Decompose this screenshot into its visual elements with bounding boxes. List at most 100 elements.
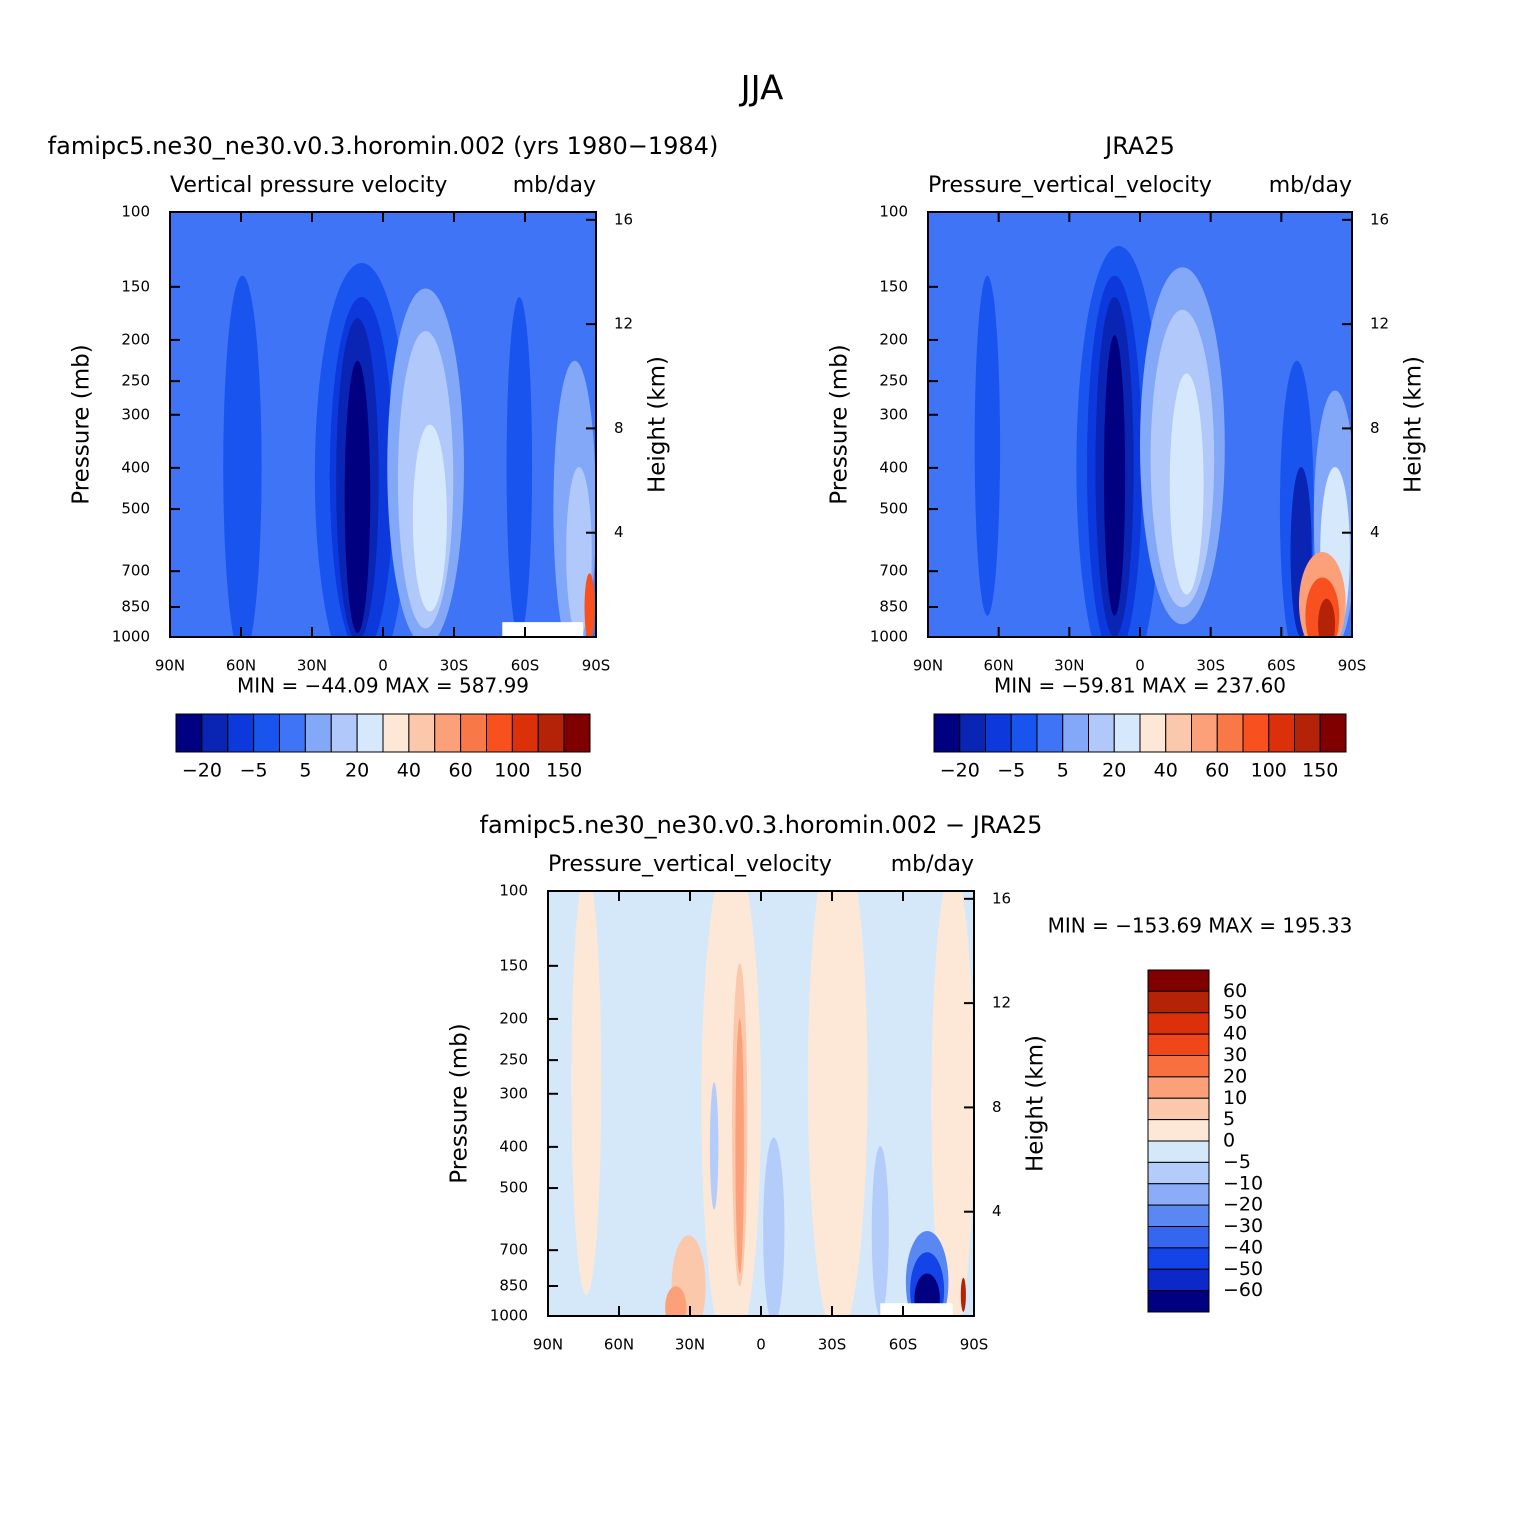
y-tick-label: 300 [879, 405, 908, 423]
colorbar-box [1147, 1247, 1210, 1270]
colorbar-label: −20 [182, 760, 222, 782]
colorbar-label: 60 [1205, 760, 1229, 782]
x-tick-label: 60S [889, 1336, 918, 1354]
y-tick-label: 500 [879, 500, 908, 518]
panel-subtitle: Pressure_vertical_velocity [548, 852, 832, 877]
colorbar-box [356, 713, 384, 753]
y2-tick-label: 8 [992, 1098, 1002, 1116]
colorbar-box [1147, 1119, 1210, 1142]
colorbar-box [511, 713, 539, 753]
colorbar-box [985, 713, 1012, 753]
y2-tick-label: 16 [992, 889, 1011, 907]
y-tick-label: 100 [499, 882, 528, 900]
x-tick-label: 30N [297, 657, 327, 675]
units: mb/day [891, 852, 974, 877]
colorbar-label: 60 [449, 760, 473, 782]
contour-fill [931, 891, 974, 1316]
y-tick-label: 850 [499, 1277, 528, 1295]
colorbar-label: 0 [1223, 1130, 1235, 1152]
x-tick-label: 30N [1054, 657, 1084, 675]
x-tick-label: 90N [913, 657, 943, 675]
y-tick-label: 400 [499, 1137, 528, 1155]
colorbar-box [1147, 1033, 1210, 1056]
y-tick-label: 400 [121, 458, 150, 476]
colorbar-box [1242, 713, 1270, 753]
colorbar-label: 50 [1223, 1001, 1247, 1023]
colorbar-label: −40 [1223, 1236, 1263, 1258]
y2-tick-label: 16 [1370, 210, 1389, 228]
x-tick-label: 90S [1338, 657, 1367, 675]
y-tick-label: 1000 [870, 628, 908, 646]
colorbar-label: 20 [1223, 1065, 1247, 1087]
colorbar-label: −20 [1223, 1194, 1263, 1216]
colorbar-box [1147, 1183, 1210, 1206]
min-max: MIN = −153.69 MAX = 195.33 [1048, 914, 1353, 938]
units: mb/day [1269, 173, 1352, 198]
missing-data [880, 1303, 953, 1316]
colorbar-box [1147, 1226, 1210, 1249]
colorbar-label: −60 [1223, 1279, 1263, 1301]
contour-fill [584, 573, 595, 637]
y-axis-label: Pressure (mb) [447, 1023, 473, 1183]
y2-tick-label: 8 [614, 419, 624, 437]
contour-fill [412, 424, 447, 612]
contour-fill [763, 1137, 785, 1316]
contour-fill [871, 1146, 889, 1316]
panel-subtitle: Vertical pressure velocity [170, 173, 447, 198]
x-tick-label: 90N [155, 657, 185, 675]
colorbar-box [460, 713, 487, 753]
colorbar-box [1036, 713, 1064, 753]
y-tick-label: 250 [499, 1051, 528, 1069]
y-tick-label: 400 [879, 458, 908, 476]
colorbar-label: −50 [1223, 1258, 1263, 1280]
colorbar-label: −5 [997, 760, 1025, 782]
colorbar-label: 150 [1302, 760, 1338, 782]
panel-subtitle: Pressure_vertical_velocity [928, 173, 1212, 198]
x-tick-label: 30S [440, 657, 469, 675]
colorbar-box [563, 713, 591, 753]
colorbar-box [304, 713, 332, 753]
y-tick-label: 150 [121, 277, 150, 295]
contour-fill [701, 891, 761, 1316]
contour-fill [665, 1286, 687, 1316]
y-tick-label: 250 [121, 372, 150, 390]
y-tick-label: 150 [879, 277, 908, 295]
y-tick-label: 300 [499, 1084, 528, 1102]
colorbar-label: 40 [397, 760, 421, 782]
contour-fill [506, 297, 533, 637]
colorbar-box [1139, 713, 1167, 753]
y2-tick-label: 16 [614, 210, 633, 228]
y2-tick-label: 4 [614, 523, 624, 541]
colorbar-box [330, 713, 358, 753]
units: mb/day [513, 173, 596, 198]
colorbar-box [1113, 713, 1141, 753]
y-tick-label: 200 [499, 1009, 528, 1027]
y2-tick-label: 12 [1370, 315, 1389, 333]
colorbar-box [1147, 1161, 1210, 1185]
y-tick-label: 1000 [112, 628, 150, 646]
x-tick-label: 90N [533, 1336, 563, 1354]
colorbar-box [1147, 1204, 1210, 1227]
y-tick-label: 700 [121, 562, 150, 580]
colorbar-box [1062, 713, 1089, 753]
y-tick-label: 500 [121, 500, 150, 518]
contour-fill [223, 275, 262, 637]
y2-tick-label: 12 [992, 994, 1011, 1012]
colorbar-label: 60 [1223, 980, 1247, 1002]
colorbar-label: 5 [1223, 1108, 1235, 1130]
colorbar-box [1147, 1076, 1210, 1099]
colorbar-box [279, 713, 306, 753]
panel-title: JRA25 [1103, 132, 1175, 160]
x-tick-label: 60S [1267, 657, 1296, 675]
colorbar-label: 100 [494, 760, 530, 782]
colorbar-box [1088, 713, 1115, 753]
panel-title: famipc5.ne30_ne30.v0.3.horomin.002 − JRA… [480, 811, 1043, 839]
colorbar-label: −5 [1223, 1151, 1251, 1173]
colorbar-box [1319, 713, 1347, 753]
x-tick-label: 0 [1135, 657, 1145, 675]
y-axis-label: Pressure (mb) [69, 344, 95, 504]
y2-tick-label: 4 [1370, 523, 1380, 541]
y2-axis-label: Height (km) [645, 356, 671, 493]
colorbar-box [227, 713, 255, 753]
colorbar-box [1147, 1097, 1210, 1121]
